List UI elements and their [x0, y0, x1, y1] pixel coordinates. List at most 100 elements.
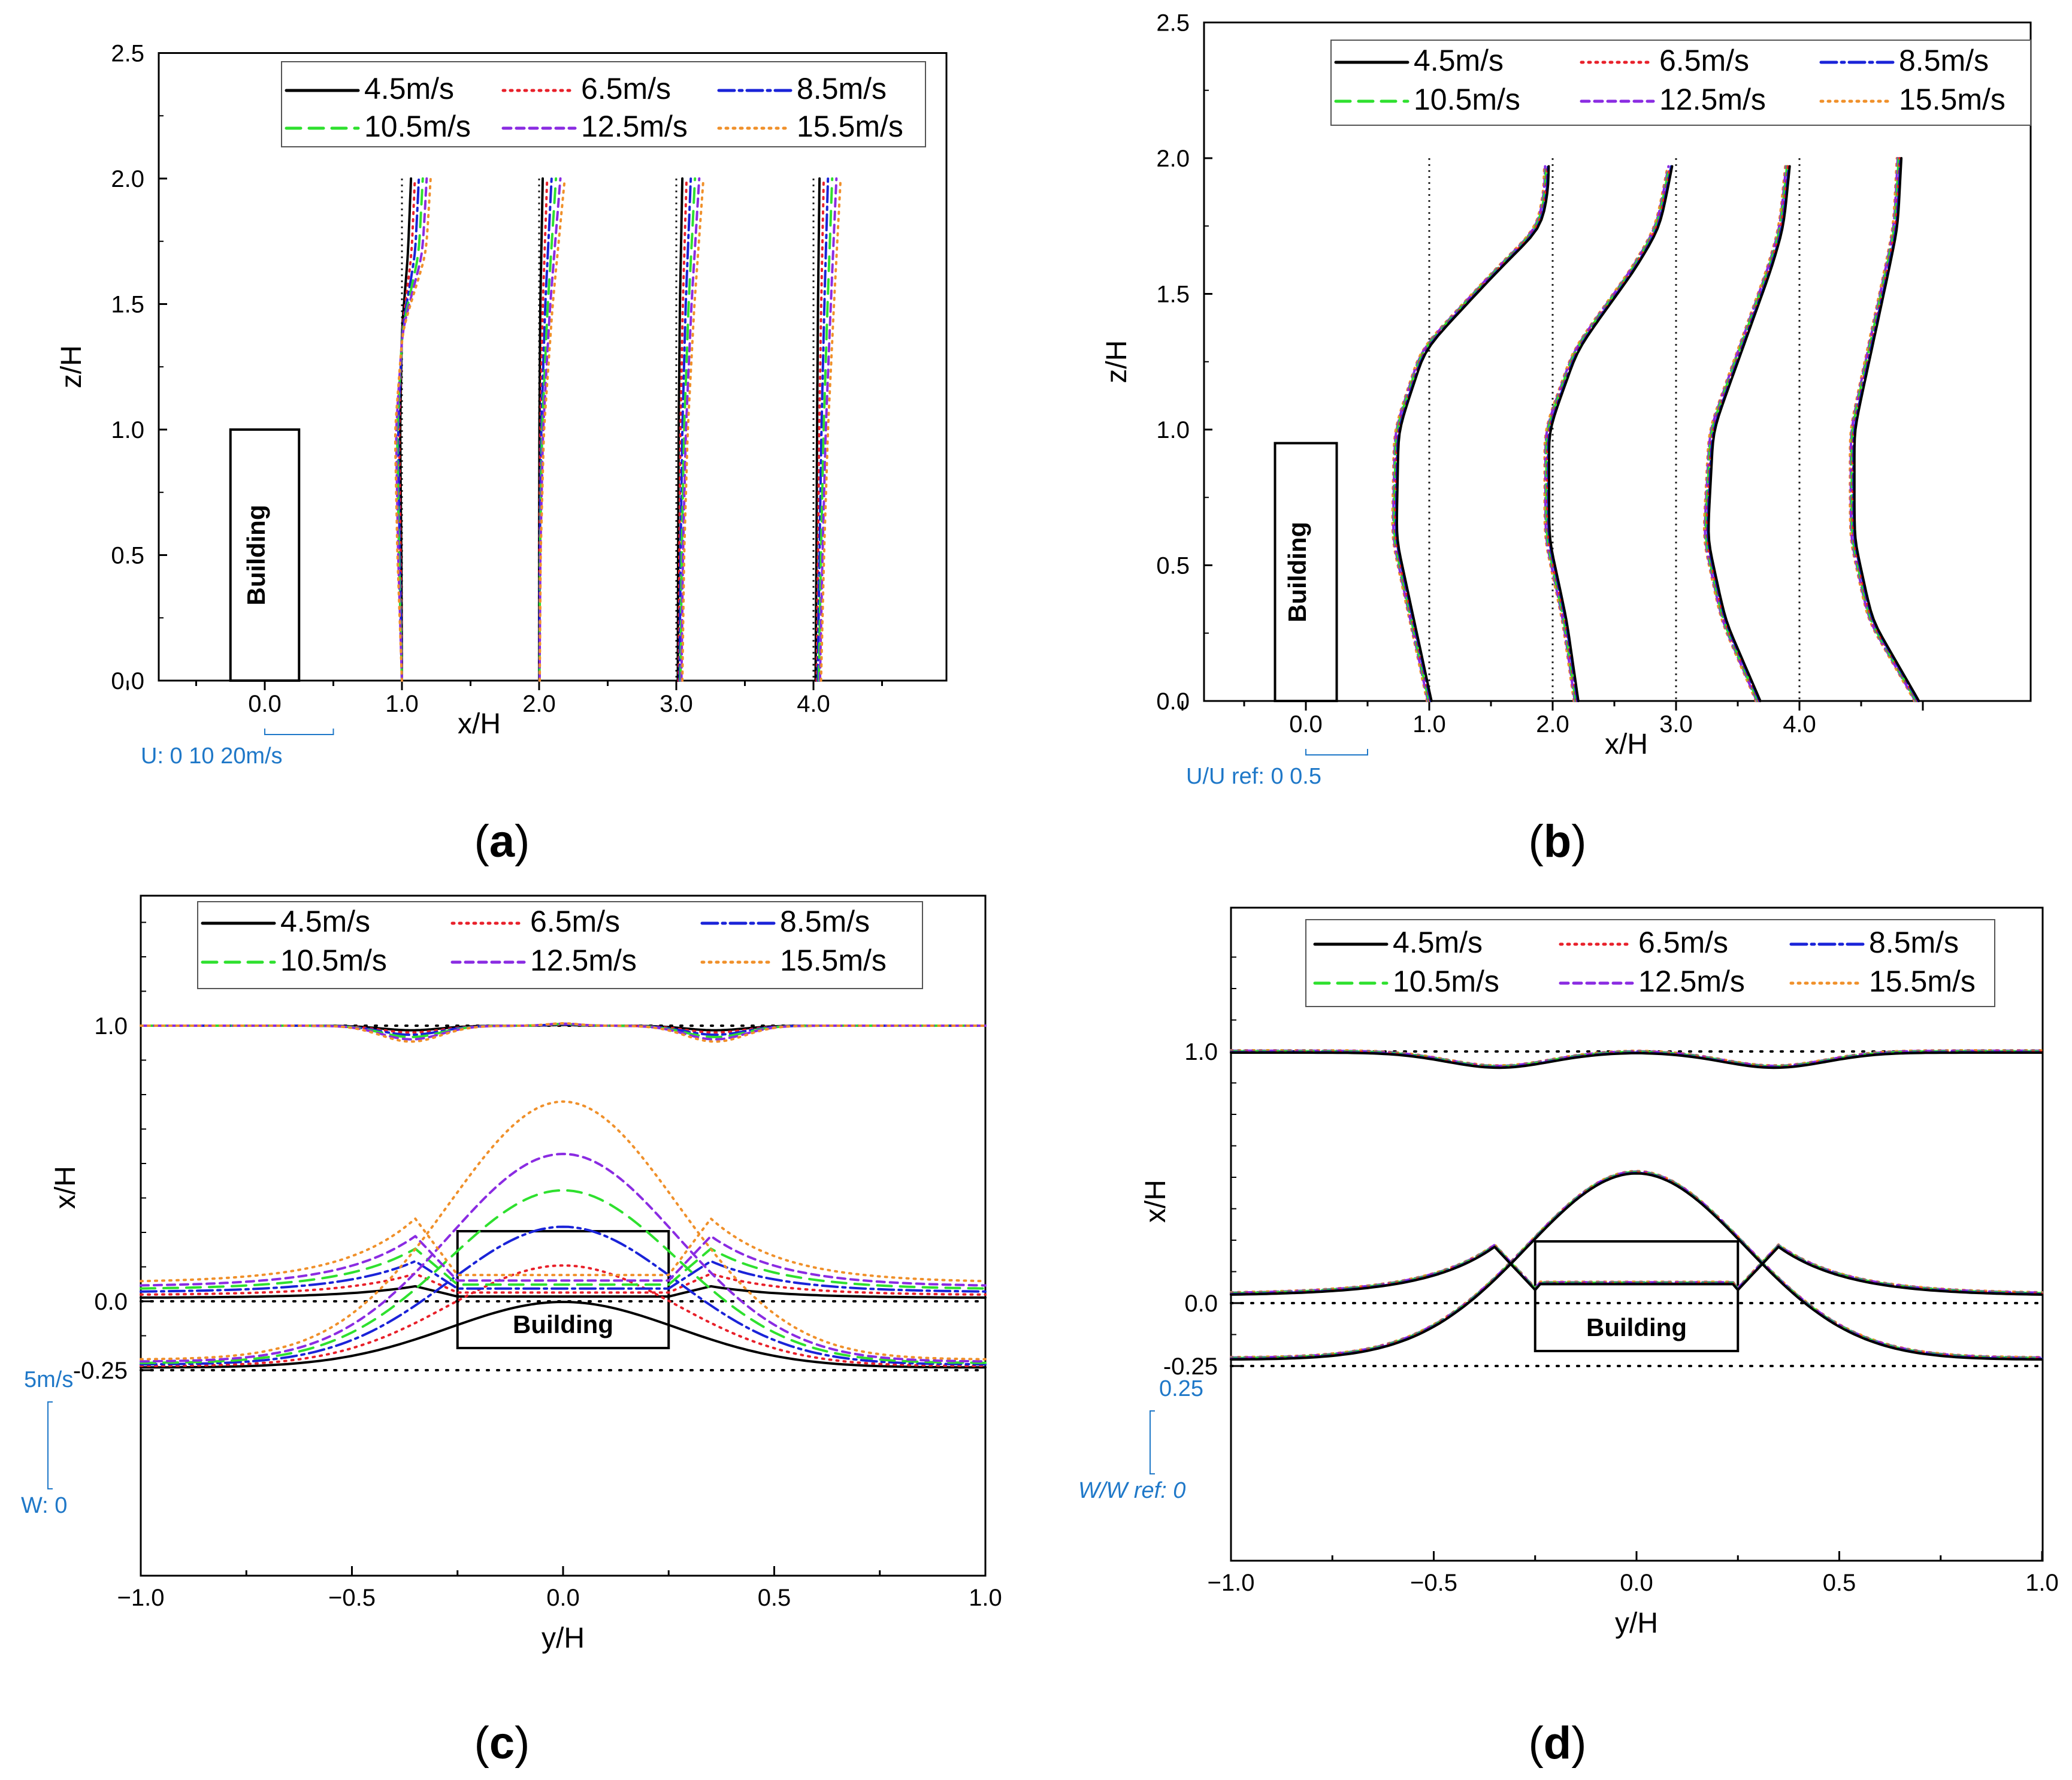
x-tick-label: 4.0 [797, 691, 830, 717]
profile-line [678, 177, 692, 682]
x-tick-label: 0.0 [1620, 1570, 1653, 1596]
legend-box [1330, 40, 2031, 126]
x-tick-label: −1.0 [1208, 1570, 1255, 1596]
legend-label: 6.5m/s [1659, 44, 1749, 77]
x-tick-label: 2.0 [1536, 711, 1569, 738]
profile-line [814, 177, 821, 682]
caption-c: (c) [474, 1718, 530, 1769]
x-axis-label: y/H [1615, 1607, 1658, 1639]
x-tick-label: 1.0 [1412, 711, 1446, 738]
profile-line [1396, 165, 1550, 702]
profile-line [1707, 165, 1791, 702]
y-tick-label: 2.5 [1156, 10, 1190, 37]
profile-line [140, 1264, 987, 1367]
profile-line [140, 1100, 987, 1361]
y-tick-label: 1.0 [111, 417, 144, 443]
y-tick-label: 2.0 [1156, 146, 1190, 172]
x-tick-label: 2.0 [522, 691, 556, 717]
legend-label: 12.5m/s [581, 110, 688, 143]
y-axis-label: z/H [56, 345, 87, 388]
y-tick-label: 0.0 [94, 1289, 128, 1315]
y-tick-label: 0.5 [111, 543, 144, 569]
scale-bar [1150, 1410, 1155, 1474]
profile-line [815, 177, 825, 682]
panel-b: 0.0 0.5 1.0 1.5 2.0 2.5 z/H 0.0 1.0 2.0 3.0 4.0 x/H B… [1101, 10, 2032, 789]
building-label: Building [513, 1310, 613, 1338]
profile-line [140, 1301, 987, 1369]
y-tick-label: 1.5 [1156, 282, 1190, 308]
profile-line [140, 1153, 987, 1363]
x-tick-label: 4.0 [1783, 711, 1816, 738]
legend-label: 10.5m/s [1393, 965, 1499, 998]
legend-label: 6.5m/s [530, 905, 620, 938]
scale-bar-label: U/U ref: 0 0.5 [1186, 764, 1321, 789]
legend-label: 8.5m/s [1869, 926, 1959, 959]
profile-line [140, 1260, 987, 1293]
profile-line [538, 177, 549, 682]
x-tick-label: 1.0 [969, 1585, 1002, 1611]
legend-label: 15.5m/s [1899, 83, 2006, 116]
x-tick-label: 0.0 [546, 1585, 580, 1611]
scale-bar-top-label: 0.25 [1159, 1376, 1203, 1401]
x-tick-label: 0.5 [1823, 1570, 1856, 1596]
profile-line [1544, 165, 1670, 702]
profile-line [398, 177, 416, 682]
y-tick-label: 2.5 [111, 41, 144, 67]
caption-a: (a) [474, 816, 530, 867]
profile-line [1849, 157, 1916, 702]
legend-label: 10.5m/s [280, 944, 387, 977]
legend-label: 8.5m/s [797, 72, 887, 105]
scale-bar [47, 1401, 53, 1489]
profile-lines [1230, 1049, 2043, 1361]
profile-line [1230, 1172, 2043, 1361]
profile-lines [1391, 157, 1920, 702]
x-tick-label: 3.0 [660, 691, 693, 717]
profile-line [1230, 1246, 2043, 1296]
profile-line [1548, 165, 1674, 702]
scale-bar [264, 729, 334, 735]
profile-line [680, 177, 701, 682]
profile-line [140, 1189, 987, 1364]
y-axis-label: x/H [1140, 1180, 1172, 1223]
x-tick-label: −0.5 [328, 1585, 376, 1611]
profile-line [140, 1235, 987, 1287]
profile-line [140, 1225, 987, 1366]
legend-label: 4.5m/s [364, 72, 454, 105]
profile-line [394, 177, 432, 682]
profile-line [1853, 157, 1920, 702]
profile-line [818, 177, 838, 682]
legend-label: 10.5m/s [1414, 83, 1520, 116]
profile-line [1230, 1051, 2043, 1069]
legend-label: 15.5m/s [797, 110, 903, 143]
scale-bar [1305, 749, 1368, 755]
profile-line [676, 177, 684, 682]
legend-label: 10.5m/s [364, 110, 471, 143]
profile-line [1704, 165, 1789, 702]
legend-label: 12.5m/s [530, 944, 637, 977]
legend-box [197, 901, 923, 989]
profile-line [681, 177, 705, 682]
profile-line [1393, 165, 1547, 702]
profile-line [816, 177, 830, 682]
building-label: Building [1283, 522, 1311, 622]
x-tick-label: 0.0 [1289, 711, 1323, 738]
building-box [1533, 1240, 1740, 1352]
y-tick-label: 0.5 [1156, 553, 1190, 579]
profile-line [140, 1022, 987, 1043]
y-tick-label: 1.0 [1156, 417, 1190, 443]
profile-line [819, 177, 842, 682]
x-axis-label: x/H [458, 708, 501, 740]
profile-lines [140, 1022, 987, 1369]
y-axis-label: z/H [1101, 340, 1133, 383]
profile-line [539, 177, 566, 682]
building-box [1274, 442, 1338, 703]
x-tick-label: 0.5 [758, 1585, 791, 1611]
scale-bar-label: U: 0 10 20m/s [141, 744, 283, 769]
y-tick-label: 0.0 [1156, 688, 1190, 715]
legend-label: 4.5m/s [1414, 44, 1504, 77]
caption-b: (b) [1528, 816, 1586, 867]
x-axis-label: x/H [1605, 729, 1648, 760]
profile-line [677, 177, 688, 682]
